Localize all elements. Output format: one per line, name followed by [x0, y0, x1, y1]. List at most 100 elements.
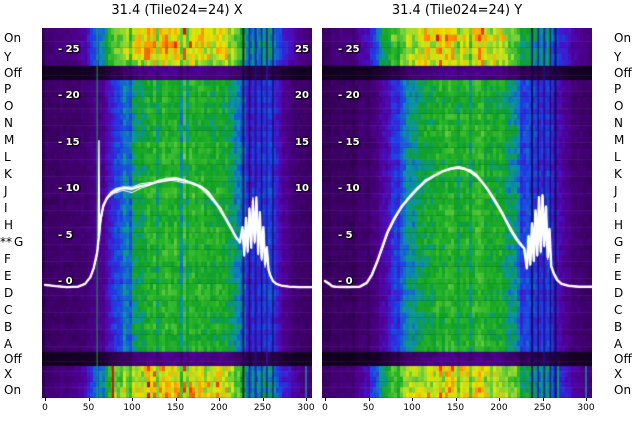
row-label-text: On — [4, 31, 22, 45]
row-label-text: D — [614, 285, 624, 300]
row-label-text: G — [14, 234, 24, 249]
row-label-text: Off — [4, 66, 22, 80]
row-label: B — [612, 320, 640, 334]
row-label-text: D — [4, 285, 14, 300]
value-tick-label-right: 20 — [295, 90, 309, 101]
row-label: Y — [0, 50, 30, 64]
row-label: X — [0, 367, 30, 381]
value-tick-label-right: 15 — [295, 136, 309, 148]
x-tick-mark — [88, 398, 90, 401]
row-label-text: O — [614, 98, 624, 113]
value-tick-label: - 20 — [338, 90, 360, 101]
row-label-text: G — [614, 234, 624, 249]
row-label-text: N — [4, 115, 13, 130]
value-tick-label: - 20 — [58, 90, 80, 101]
row-label: K — [0, 167, 30, 181]
x-tick-label: 50 — [82, 403, 95, 413]
x-tick-mark — [262, 398, 264, 401]
value-tick-label-right: 10 — [295, 183, 309, 194]
row-label: J — [612, 184, 640, 198]
value-tick-label: - 15 — [58, 136, 80, 148]
x-tick-label: 150 — [446, 403, 465, 413]
row-label-text: C — [614, 302, 623, 317]
row-label-text: J — [614, 183, 618, 198]
x-tick-label: 100 — [403, 403, 421, 413]
row-label: N — [612, 116, 640, 130]
row-label-text: L — [614, 149, 621, 164]
heatmap-panel-x: - 25- 20- 15- 10- 5- 0 25 20 15 10 0 50 100 150 2… — [42, 28, 315, 413]
x-tick-label: 200 — [490, 403, 508, 413]
row-label: Off — [612, 66, 640, 80]
row-label-text: O — [4, 98, 14, 113]
x-tick-mark — [455, 398, 457, 401]
row-label-text: B — [4, 319, 13, 334]
row-label-text: E — [4, 268, 12, 283]
row-label-text: On — [614, 383, 632, 397]
value-tick-label: - 0 — [338, 276, 353, 287]
row-label: On — [612, 31, 640, 45]
row-label: F — [612, 252, 640, 266]
row-label: Y — [612, 50, 640, 64]
row-label-text: Off — [614, 66, 632, 80]
row-label-text: X — [4, 367, 13, 381]
row-label-text: Y — [4, 50, 12, 64]
row-label-text: L — [4, 149, 11, 164]
row-label-text: H — [614, 217, 624, 232]
value-tick-label: - 5 — [58, 229, 73, 241]
row-label: Off — [0, 352, 30, 366]
row-label: M — [0, 133, 30, 147]
row-label-text: P — [4, 81, 12, 96]
heatmap-panel-y: - 25 - 20 - 15 - 10 - 5 - 0 0 50 100 150 200 250 300 — [322, 28, 595, 413]
row-label-text: P — [614, 81, 622, 96]
row-label-text: Off — [4, 352, 22, 366]
row-label: ** G — [0, 235, 30, 249]
row-label: On — [0, 31, 30, 45]
row-label-text: I — [4, 200, 8, 215]
row-label-text: K — [614, 166, 622, 181]
row-label-text: A — [614, 336, 623, 351]
row-label: D — [0, 286, 30, 300]
row-label-text: E — [614, 268, 622, 283]
row-label-text: K — [4, 166, 12, 181]
value-tick-label: - 5 — [338, 229, 353, 241]
row-label: O — [612, 99, 640, 113]
row-label-text: On — [614, 31, 632, 45]
value-tick-label: - 25 — [58, 43, 80, 55]
x-tick-mark — [368, 398, 370, 401]
row-label: On — [612, 383, 640, 397]
row-label: M — [612, 133, 640, 147]
x-tick-mark — [132, 398, 133, 401]
row-label: H — [612, 218, 640, 232]
x-tick-label: 100 — [123, 403, 141, 413]
row-label: B — [0, 320, 30, 334]
row-label: P — [0, 82, 30, 96]
row-label-text: X — [614, 367, 623, 381]
row-label: Off — [0, 66, 30, 80]
x-tick-mark — [306, 398, 307, 401]
x-tick-mark — [175, 398, 177, 401]
row-label: E — [612, 269, 640, 283]
row-label: G — [612, 235, 640, 249]
row-label: P — [612, 82, 640, 96]
row-label: E — [0, 269, 30, 283]
row-label-text: J — [4, 183, 8, 198]
row-label: K — [612, 167, 640, 181]
row-label: A — [0, 337, 30, 351]
row-label-text: C — [4, 302, 13, 317]
value-tick-label: - 10 — [58, 183, 80, 194]
x-tick-label: 50 — [362, 403, 375, 413]
x-tick-label: 150 — [166, 403, 185, 413]
value-tick-label: - 25 — [338, 43, 360, 55]
row-label: L — [612, 150, 640, 164]
row-label-text: M — [614, 132, 625, 147]
row-label: H — [0, 218, 30, 232]
row-label: L — [0, 150, 30, 164]
row-label: C — [612, 303, 640, 317]
x-tick-label: 0 — [42, 403, 48, 413]
row-label-text: N — [614, 115, 623, 130]
x-tick-mark — [542, 398, 544, 401]
x-tick-mark — [325, 398, 326, 401]
panel-y-title: 31.4 (Tile024=24) Y — [391, 3, 523, 18]
x-tick-mark — [412, 398, 413, 401]
row-label-text: F — [614, 251, 621, 266]
